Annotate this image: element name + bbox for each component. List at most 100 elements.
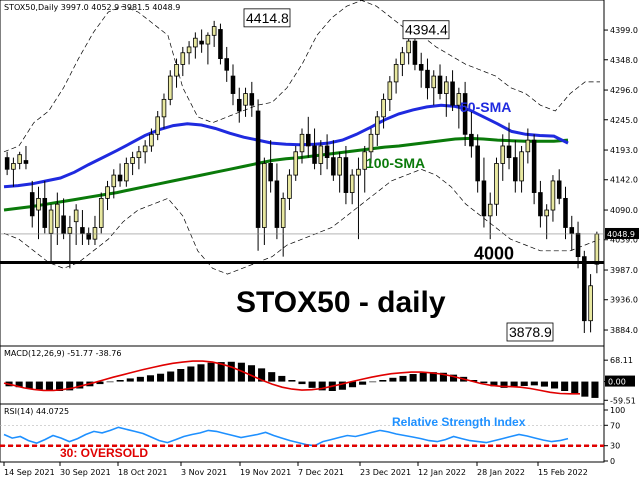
macd-bar bbox=[540, 381, 548, 387]
candle-body bbox=[4, 157, 10, 170]
candle-body bbox=[487, 203, 493, 217]
upper-band bbox=[3, 0, 600, 153]
candle-body bbox=[205, 34, 211, 45]
macd-bar bbox=[258, 368, 266, 382]
price-callout-label: 4394.4 bbox=[405, 22, 448, 38]
candle-body bbox=[199, 40, 204, 45]
macd-bar bbox=[429, 372, 437, 382]
candle-body bbox=[17, 154, 22, 164]
macd-bar bbox=[348, 381, 357, 388]
macd-bar bbox=[116, 380, 124, 382]
candle-body bbox=[142, 145, 148, 153]
candle-body bbox=[569, 227, 575, 234]
candle-body bbox=[236, 98, 242, 112]
candle-body bbox=[73, 209, 79, 223]
candle-body bbox=[494, 163, 499, 205]
macd-bar bbox=[561, 381, 569, 391]
macd-bar bbox=[419, 372, 427, 382]
candle-body bbox=[61, 215, 66, 234]
last-price: 4048.9 bbox=[0, 227, 639, 239]
candle-body bbox=[375, 116, 380, 135]
candle-body bbox=[550, 180, 556, 211]
macd-bar bbox=[359, 381, 367, 385]
macd-bar bbox=[369, 381, 377, 383]
macd-bar bbox=[318, 381, 326, 391]
macd-zero-box bbox=[605, 375, 635, 387]
macd-bar bbox=[167, 371, 175, 382]
macd-bar bbox=[25, 381, 33, 389]
candle-body bbox=[305, 133, 311, 147]
candle-body bbox=[136, 151, 142, 159]
macd-bar bbox=[399, 375, 407, 382]
chart-title: STOX50 - daily bbox=[236, 286, 446, 319]
rsi-line bbox=[3, 426, 569, 447]
candle-body bbox=[400, 52, 405, 65]
main-panel bbox=[0, 0, 605, 347]
price-callout-label: 4414.8 bbox=[246, 10, 289, 26]
price-callout-box bbox=[402, 20, 450, 40]
macd-bar bbox=[591, 381, 599, 398]
macd-panel bbox=[0, 345, 605, 405]
macd-bar bbox=[581, 381, 589, 397]
key-level-label: 4000 bbox=[474, 243, 514, 263]
candle-body bbox=[418, 64, 424, 71]
candle-body bbox=[48, 209, 54, 234]
main-header: STOX50,Daily 3997.0 4052.9 3981.5 4048.9 bbox=[4, 3, 180, 12]
candle-body bbox=[538, 192, 543, 217]
macd-bar bbox=[449, 374, 458, 382]
price-callout-label: 3878.9 bbox=[509, 324, 552, 340]
candle-body bbox=[343, 157, 349, 193]
macd-bar bbox=[439, 372, 447, 382]
price-callout-box bbox=[506, 322, 554, 342]
candle-body bbox=[462, 93, 468, 135]
candle-body bbox=[230, 75, 236, 94]
candle-body bbox=[29, 192, 35, 217]
macd-bar bbox=[187, 366, 195, 382]
candle-body bbox=[224, 58, 229, 71]
y-tick-label: 4039.0 bbox=[610, 236, 638, 245]
candle-body bbox=[11, 163, 16, 170]
candle-body bbox=[575, 232, 581, 258]
candle-body bbox=[318, 145, 324, 164]
candle-body bbox=[531, 139, 537, 193]
candle-body bbox=[174, 64, 179, 77]
rsi-series bbox=[0, 424, 604, 447]
candle-body bbox=[475, 145, 480, 182]
candle-body bbox=[55, 203, 60, 228]
x-tick-label: 15 Feb 2022 bbox=[538, 468, 588, 477]
candle-body bbox=[425, 69, 430, 89]
x-tick-label: 7 Dec 2021 bbox=[298, 468, 344, 477]
macd-bar bbox=[278, 375, 286, 382]
candle-body bbox=[218, 29, 223, 59]
macd-signal-line bbox=[3, 360, 580, 395]
y-tick-label: 4399.0 bbox=[610, 26, 638, 35]
candle-body bbox=[105, 186, 110, 199]
candle-body bbox=[161, 98, 167, 118]
candle-body bbox=[500, 145, 506, 164]
candle-body bbox=[324, 145, 330, 159]
candle-body bbox=[337, 157, 342, 176]
macd-header: MACD(12,26,9) -51.77 -38.76 bbox=[4, 349, 121, 358]
rsi-y-axis: 100 70 30 0 bbox=[604, 406, 625, 466]
sma-labels: 50-SMA 100-SMA bbox=[366, 99, 511, 171]
candle-body bbox=[544, 209, 549, 217]
macd-bar bbox=[136, 376, 144, 382]
macd-bar bbox=[389, 377, 397, 382]
y-tick-label: 3884.0 bbox=[610, 326, 638, 335]
macd-tick-label: 68.11 bbox=[610, 356, 633, 365]
y-tick-label: 4245.0 bbox=[610, 116, 638, 125]
lower-band bbox=[3, 168, 601, 275]
last-price-box bbox=[605, 227, 639, 239]
candle-body bbox=[167, 75, 173, 100]
macd-bar bbox=[268, 372, 276, 382]
candle-body bbox=[117, 174, 123, 182]
candle-body bbox=[368, 133, 374, 153]
rsi-tick-label: 30 bbox=[610, 442, 620, 451]
macd-bar bbox=[510, 381, 518, 388]
candle-body bbox=[481, 180, 487, 217]
rsi-tick-label: 100 bbox=[610, 406, 625, 415]
candle-body bbox=[92, 227, 98, 240]
macd-bar bbox=[490, 381, 498, 387]
key-level: 4000 bbox=[0, 243, 604, 264]
